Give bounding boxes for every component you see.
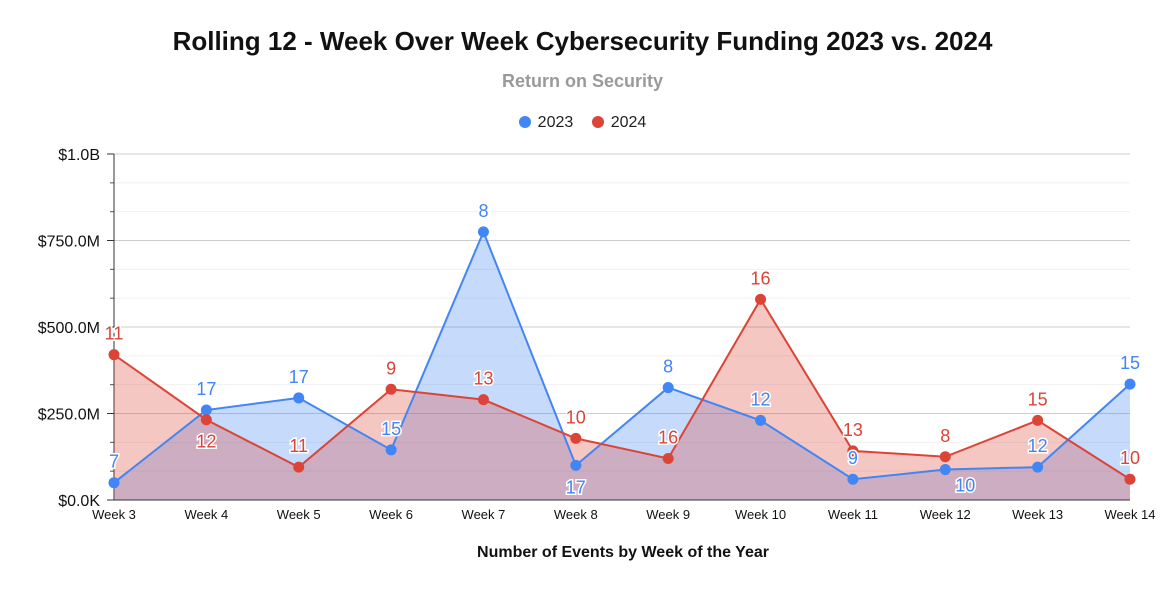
area-2024 bbox=[114, 299, 1130, 500]
data-label: 13 bbox=[843, 420, 863, 440]
data-point bbox=[939, 451, 951, 463]
data-label: 7 bbox=[109, 452, 119, 472]
y-tick-label: $250.0M bbox=[38, 407, 100, 424]
data-label: 8 bbox=[478, 201, 488, 221]
data-label: 11 bbox=[289, 436, 308, 456]
x-tick-label: Week 12 bbox=[920, 507, 971, 522]
data-label: 17 bbox=[566, 477, 586, 497]
legend-dot-icon bbox=[518, 116, 531, 128]
data-label: 11 bbox=[105, 324, 124, 344]
data-label: 16 bbox=[751, 268, 771, 288]
data-point bbox=[293, 461, 305, 473]
data-point bbox=[1124, 473, 1136, 485]
series-line-2023 bbox=[113, 229, 1131, 484]
data-label: 17 bbox=[196, 379, 216, 399]
data-point bbox=[755, 414, 767, 426]
data-point bbox=[755, 293, 767, 305]
data-label: 12 bbox=[1028, 436, 1048, 456]
series-line-2024 bbox=[113, 297, 1131, 481]
data-point bbox=[108, 477, 120, 489]
data-point bbox=[293, 392, 305, 404]
x-tick-label: Week 3 bbox=[92, 507, 136, 522]
x-tick-label: Week 8 bbox=[554, 507, 598, 522]
x-tick-label: Week 10 bbox=[735, 507, 786, 522]
data-label: 12 bbox=[751, 389, 771, 409]
y-tick-label: $500.0M bbox=[38, 320, 100, 337]
data-point bbox=[477, 394, 489, 406]
data-label: 17 bbox=[289, 367, 309, 387]
data-label: 10 bbox=[566, 407, 586, 427]
data-point bbox=[847, 473, 859, 485]
data-point bbox=[108, 349, 120, 361]
area-2023 bbox=[114, 231, 1130, 500]
legend-dot-icon bbox=[591, 116, 604, 128]
legend-label: 2024 bbox=[610, 114, 647, 131]
data-point bbox=[1032, 414, 1044, 426]
x-tick-label: Week 13 bbox=[1012, 507, 1063, 522]
data-label: 9 bbox=[386, 358, 396, 378]
data-label: 13 bbox=[473, 369, 493, 389]
chart-legend: 2023 2024 bbox=[0, 114, 1165, 132]
data-point bbox=[200, 414, 212, 426]
x-tick-label: Week 9 bbox=[646, 507, 690, 522]
x-tick-label: Week 5 bbox=[277, 507, 321, 522]
data-point bbox=[1032, 461, 1044, 473]
legend-item-2023[interactable]: 2023 bbox=[518, 114, 574, 132]
data-point bbox=[477, 226, 489, 238]
data-point bbox=[385, 383, 397, 395]
data-point bbox=[939, 464, 951, 476]
y-tick-label: $1.0B bbox=[58, 147, 100, 164]
data-point bbox=[385, 444, 397, 456]
x-tick-label: Week 6 bbox=[369, 507, 413, 522]
data-label: 8 bbox=[663, 357, 673, 377]
chart-subtitle: Return on Security bbox=[501, 71, 664, 91]
data-label: 9 bbox=[848, 448, 858, 468]
legend-item-2024[interactable]: 2024 bbox=[591, 114, 647, 132]
data-point bbox=[662, 452, 674, 464]
data-label: 15 bbox=[381, 419, 401, 439]
data-label: 16 bbox=[658, 427, 678, 447]
legend-label: 2023 bbox=[537, 114, 574, 131]
data-label: 8 bbox=[940, 426, 950, 446]
y-tick-label: $0.0K bbox=[58, 493, 100, 510]
data-label: 15 bbox=[1028, 389, 1048, 409]
chart-title: Rolling 12 - Week Over Week Cybersecurit… bbox=[172, 26, 993, 56]
x-tick-label: Week 7 bbox=[462, 507, 506, 522]
data-label: 12 bbox=[196, 432, 216, 452]
x-tick-label: Week 11 bbox=[828, 507, 878, 522]
data-point bbox=[1124, 378, 1136, 390]
data-point bbox=[847, 445, 859, 457]
y-tick-label: $750.0M bbox=[38, 234, 100, 251]
data-label: 10 bbox=[955, 476, 975, 496]
data-label: 10 bbox=[1120, 448, 1140, 468]
x-axis-title: Number of Events by Week of the Year bbox=[477, 544, 769, 561]
x-tick-label: Week 14 bbox=[1104, 507, 1155, 522]
x-tick-label: Week 4 bbox=[184, 507, 228, 522]
data-point bbox=[662, 382, 674, 394]
data-label: 15 bbox=[1120, 353, 1140, 373]
data-point bbox=[570, 432, 582, 444]
data-point bbox=[200, 404, 212, 416]
data-point bbox=[570, 459, 582, 471]
